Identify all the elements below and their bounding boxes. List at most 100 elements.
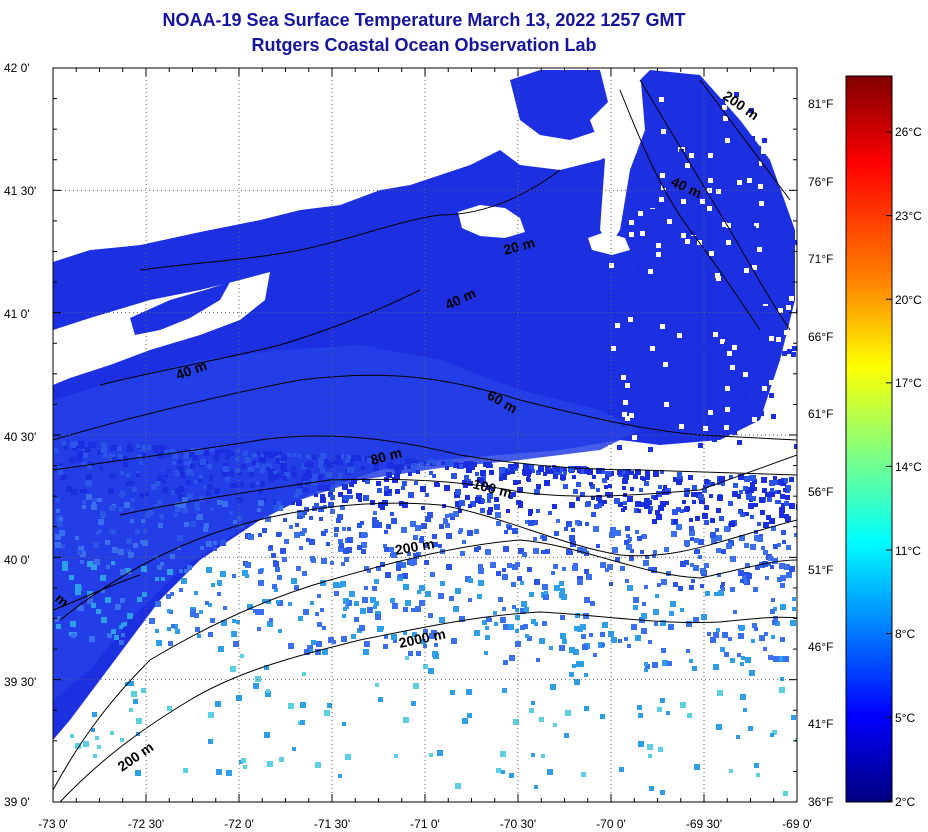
sst-pixel — [638, 211, 643, 216]
sst-pixel — [785, 495, 790, 500]
sst-pixel — [298, 616, 303, 621]
sst-pixel — [256, 481, 260, 485]
celsius-label: 23°C — [895, 209, 922, 223]
sst-pixel — [85, 480, 91, 486]
sst-pixel — [159, 514, 164, 519]
sst-pixel — [367, 458, 372, 463]
sst-pixel — [126, 538, 132, 544]
sst-pixel — [136, 718, 142, 724]
sst-pixel — [87, 591, 93, 597]
sst-pixel — [708, 336, 713, 341]
sst-pixel — [625, 383, 630, 388]
sst-pixel — [768, 556, 773, 561]
sst-pixel — [631, 624, 637, 630]
sst-pixel — [773, 476, 777, 480]
sst-pixel — [782, 540, 786, 544]
sst-pixel — [155, 481, 160, 486]
lat-label: 41 0' — [4, 307, 30, 321]
sst-pixel — [655, 510, 660, 515]
sst-pixel — [756, 773, 760, 777]
nantucket — [588, 232, 630, 255]
sst-pixel — [161, 577, 165, 581]
sst-pixel — [69, 442, 73, 446]
sst-pixel — [769, 480, 775, 486]
sst-pixel — [455, 783, 461, 789]
sst-pixel — [472, 462, 477, 467]
sst-pixel — [277, 473, 282, 478]
map-title: NOAA-19 Sea Surface Temperature March 13… — [162, 10, 686, 30]
sst-pixel — [135, 529, 140, 534]
shelf-water-region — [53, 345, 640, 700]
sst-pixel — [403, 717, 409, 723]
sst-pixel — [311, 480, 317, 486]
sst-pixel — [237, 497, 243, 503]
sst-pixel — [55, 542, 61, 548]
sst-pixel — [623, 474, 629, 480]
sst-pixel — [527, 636, 532, 641]
sst-pixel — [612, 547, 618, 553]
celsius-label: 20°C — [895, 293, 922, 307]
sst-pixel — [417, 590, 421, 594]
sst-pixel — [133, 543, 138, 548]
sst-pixel — [534, 579, 540, 585]
sst-pixel — [655, 126, 660, 131]
sst-pixel — [434, 482, 439, 487]
sst-pixel — [142, 540, 148, 546]
sst-pixel — [101, 589, 105, 593]
sst-pixel — [453, 462, 459, 468]
sst-pixel — [396, 467, 401, 472]
sst-pixel — [720, 329, 725, 334]
sst-pixel — [190, 521, 196, 527]
sst-pixel — [120, 598, 125, 603]
sst-pixel — [698, 539, 704, 545]
sst-pixel — [720, 647, 725, 652]
sst-pixel — [55, 534, 61, 540]
sst-pixel — [300, 531, 305, 536]
sst-pixel — [241, 758, 246, 763]
sst-pixel — [428, 613, 433, 618]
sst-pixel — [415, 525, 421, 531]
sst-pixel — [663, 447, 668, 452]
sst-pixel — [584, 673, 588, 677]
sst-pixel — [720, 99, 725, 104]
sst-pixel — [470, 501, 476, 507]
sst-pixel — [730, 136, 735, 141]
sst-pixel — [203, 527, 208, 532]
sst-pixel — [312, 455, 317, 460]
sst-pixel — [407, 465, 411, 469]
sst-pixel — [669, 406, 674, 411]
sst-pixel — [467, 530, 473, 536]
sst-pixel — [226, 452, 231, 457]
sst-pixel — [603, 500, 607, 504]
sst-pixel — [732, 491, 738, 497]
sst-pixel — [139, 461, 143, 465]
sst-pixel — [663, 204, 668, 209]
sst-pixel — [194, 591, 198, 595]
sst-pixel — [750, 515, 754, 519]
sst-pixel — [157, 475, 163, 481]
sst-pixel — [221, 449, 225, 453]
sst-pixel — [656, 514, 662, 520]
sst-pixel — [681, 139, 686, 144]
sst-pixel — [220, 540, 226, 546]
sst-pixel — [627, 496, 633, 502]
sst-pixel — [377, 488, 382, 493]
sst-pixel — [485, 626, 489, 630]
sst-pixel — [413, 535, 418, 540]
sst-pixel — [279, 757, 284, 762]
sst-pixel — [477, 477, 482, 482]
sst-pixel — [90, 442, 96, 448]
sst-pixel — [771, 414, 776, 419]
sst-pixel — [609, 263, 614, 268]
sst-pixel — [337, 514, 343, 520]
sst-pixel — [87, 464, 92, 469]
sst-pixel — [223, 466, 229, 472]
sst-pixel — [589, 633, 593, 637]
sst-pixel — [62, 565, 68, 571]
sst-pixel — [730, 365, 735, 370]
sst-pixel — [374, 601, 379, 606]
sst-pixel — [669, 254, 674, 259]
sst-pixel — [531, 619, 536, 624]
sst-pixel — [64, 446, 68, 450]
sst-pixel — [183, 451, 189, 457]
